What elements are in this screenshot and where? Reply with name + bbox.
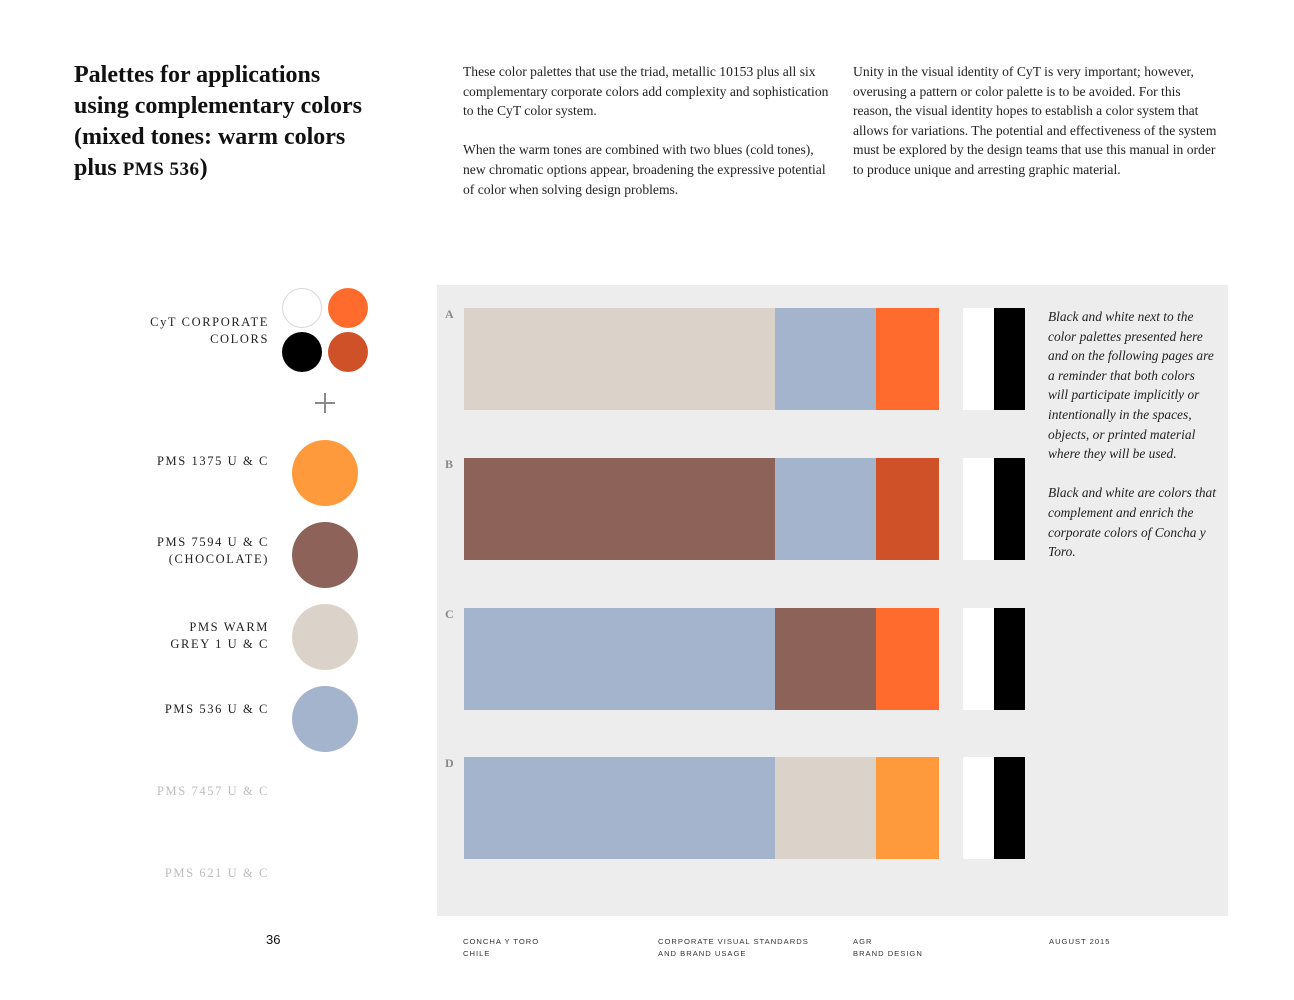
palette-letter: A — [445, 307, 454, 321]
swatch-label: PMS 1375 U & C — [157, 453, 269, 470]
palette-bar — [464, 458, 939, 560]
palette-segment — [464, 608, 775, 710]
swatch-label: PMS WARM GREY 1 U & C — [170, 619, 269, 653]
white-swatch — [963, 308, 994, 410]
swatch-label-line-1: PMS 1375 U & C — [156, 454, 269, 468]
footer-text: AGR — [853, 937, 873, 946]
palette-bar — [464, 608, 939, 710]
swatch-label: PMS 536 U & C — [165, 701, 269, 718]
footer-publisher: CONCHA Y TORO CHILE — [463, 936, 539, 959]
swatch-label-line-2: GREY 1 U & C — [170, 637, 269, 651]
palette-letter: B — [445, 457, 454, 471]
intro-column-2: Unity in the visual identity of CyT is v… — [853, 62, 1218, 199]
palette-letter: D — [445, 756, 454, 770]
palette-segment — [464, 308, 775, 410]
corporate-label-line-1: CyT CORPORATE — [150, 315, 269, 329]
white-swatch — [963, 757, 994, 859]
footer-text: CHILE — [463, 948, 491, 958]
corporate-label-line-2: COLORS — [210, 332, 269, 346]
palette-segment — [464, 458, 775, 560]
swatch-label-line-2: (CHOCOLATE) — [168, 552, 269, 566]
black-white-note: Black and white next to the color palett… — [1048, 307, 1218, 581]
footer-text: CONCHA Y TORO — [463, 937, 540, 946]
swatch-circle — [292, 522, 358, 588]
palette-segment — [464, 757, 775, 859]
swatch-label-line-1: PMS 7594 U & C — [156, 535, 269, 549]
palette-segment — [876, 608, 939, 710]
swatch-label-line-1: PMS 7457 U & C — [156, 784, 269, 798]
palette-segment — [876, 757, 939, 859]
title-line-4-prefix: plus — [74, 155, 123, 181]
swatch-label-line-1: PMS WARM — [189, 620, 269, 634]
swatch-circle — [292, 686, 358, 752]
footer-text: AND BRAND USAGE — [658, 948, 747, 958]
black-swatch — [994, 308, 1025, 410]
palette-segment — [774, 757, 877, 859]
black-white-pair — [963, 458, 1025, 560]
swatch-label: PMS 621 U & C — [165, 865, 269, 882]
title-line-4-suffix: ) — [199, 155, 208, 181]
black-swatch — [994, 757, 1025, 859]
footer-agency: AGR BRAND DESIGN — [853, 936, 923, 959]
footer-text: BRAND DESIGN — [853, 948, 923, 958]
intro-column-1: These color palettes that use the triad,… — [463, 62, 833, 219]
black-swatch — [994, 458, 1025, 560]
page-number: 36 — [266, 932, 281, 947]
palette-segment — [876, 458, 939, 560]
swatch-label: PMS 7457 U & C — [157, 783, 269, 800]
swatch-label-line-1: PMS 621 U & C — [164, 866, 269, 880]
title-line-4: plus PMS 536) — [74, 153, 404, 185]
title-line-2: using complementary colors — [74, 93, 362, 119]
footer-text: CORPORATE VISUAL STANDARDS — [658, 937, 809, 946]
title-line-1: Palettes for applications — [74, 62, 321, 88]
corporate-swatch-orange — [328, 288, 368, 328]
palette-segment — [774, 308, 877, 410]
note-paragraph: Black and white next to the color palett… — [1048, 309, 1214, 462]
swatch-circle — [292, 440, 358, 506]
palette-segment — [774, 608, 877, 710]
palette-bar — [464, 757, 939, 859]
palette-segment — [876, 308, 939, 410]
page-title: Palettes for applications using compleme… — [74, 60, 404, 185]
title-line-4-pms: PMS 536 — [122, 159, 200, 180]
footer-text: AUGUST 2015 — [1049, 937, 1111, 946]
corporate-colors-label: CyT CORPORATE COLORS — [150, 314, 269, 348]
corporate-swatch-black — [282, 332, 322, 372]
footer-document: CORPORATE VISUAL STANDARDS AND BRAND USA… — [658, 936, 809, 959]
corporate-swatch-red-orange — [328, 332, 368, 372]
swatch-label: PMS 7594 U & C (CHOCOLATE) — [157, 534, 269, 568]
white-swatch — [963, 608, 994, 710]
palette-bar — [464, 308, 939, 410]
swatch-label-line-1: PMS 536 U & C — [164, 702, 269, 716]
note-paragraph: Black and white are colors that compleme… — [1048, 485, 1216, 560]
palette-segment — [774, 458, 877, 560]
black-white-pair — [963, 308, 1025, 410]
intro-paragraph: When the warm tones are combined with tw… — [463, 142, 826, 197]
swatch-circle — [292, 604, 358, 670]
plus-icon — [313, 391, 337, 415]
white-swatch — [963, 458, 994, 560]
intro-paragraph: Unity in the visual identity of CyT is v… — [853, 64, 1217, 177]
corporate-swatch-white — [282, 288, 322, 328]
footer-date: AUGUST 2015 — [1049, 936, 1111, 948]
black-white-pair — [963, 608, 1025, 710]
black-white-pair — [963, 757, 1025, 859]
palette-letter: C — [445, 607, 454, 621]
intro-paragraph: These color palettes that use the triad,… — [463, 64, 829, 119]
title-line-3: (mixed tones: warm colors — [74, 124, 346, 150]
black-swatch — [994, 608, 1025, 710]
